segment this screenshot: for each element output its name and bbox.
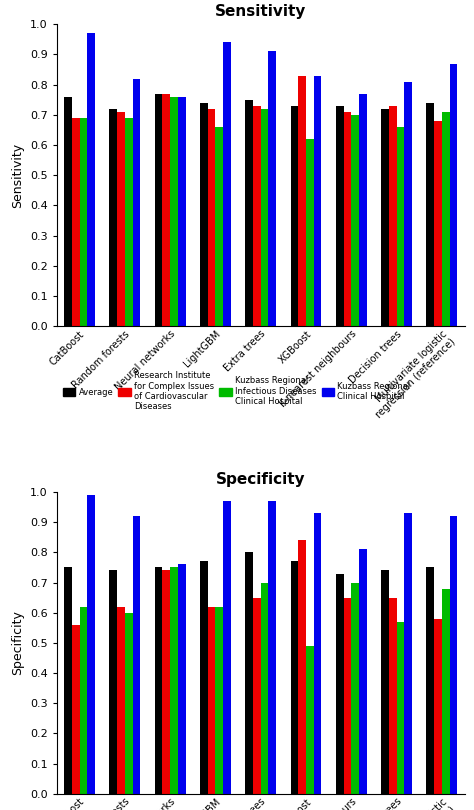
Bar [261,109,268,326]
Bar [314,75,321,326]
Bar [397,622,404,794]
Bar [117,112,125,326]
Bar [381,570,389,794]
Bar [208,109,215,326]
Bar [178,565,185,794]
Bar [314,514,321,794]
Bar [80,117,87,326]
Bar [442,589,449,794]
Bar [268,52,276,326]
Bar [215,607,223,794]
Bar [117,607,125,794]
Bar [291,106,298,326]
Bar [215,127,223,326]
Bar [442,112,449,326]
Bar [449,516,457,794]
Bar [261,582,268,794]
Bar [291,561,298,794]
Bar [434,619,442,794]
Bar [170,568,178,794]
Bar [64,568,72,794]
Bar [434,121,442,326]
Bar [72,625,80,794]
Bar [336,106,344,326]
Bar [404,514,412,794]
Bar [200,561,208,794]
Bar [298,540,306,794]
Bar [427,103,434,326]
Bar [246,552,253,794]
Bar [246,100,253,326]
Bar [351,115,359,326]
Bar [268,501,276,794]
Bar [163,570,170,794]
Bar [109,570,117,794]
Bar [178,96,185,326]
Y-axis label: Sensitivity: Sensitivity [11,143,25,207]
Bar [87,33,95,326]
Bar [381,109,389,326]
Bar [306,646,314,794]
Bar [72,117,80,326]
Legend: Average, Research Institute
for Complex Issues
of Cardiovascular
Diseases, Kuzba: Average, Research Institute for Complex … [61,369,412,413]
Bar [200,103,208,326]
Bar [298,75,306,326]
Bar [359,94,367,326]
Bar [449,63,457,326]
Bar [170,96,178,326]
Bar [253,106,261,326]
Bar [125,117,133,326]
Bar [397,127,404,326]
Bar [223,501,231,794]
Bar [253,598,261,794]
Bar [351,582,359,794]
Bar [359,549,367,794]
Y-axis label: Specificity: Specificity [11,611,25,676]
Bar [344,598,351,794]
Bar [404,82,412,326]
Bar [306,139,314,326]
Bar [125,612,133,794]
Bar [427,568,434,794]
Title: Specificity: Specificity [216,471,306,487]
Bar [336,573,344,794]
Bar [208,607,215,794]
Bar [155,568,163,794]
Bar [87,495,95,794]
Bar [389,598,397,794]
Bar [133,79,140,326]
Bar [163,94,170,326]
Bar [344,112,351,326]
Bar [109,109,117,326]
Bar [155,94,163,326]
Title: Sensitivity: Sensitivity [215,4,306,19]
Bar [223,42,231,326]
Bar [80,607,87,794]
Bar [64,96,72,326]
Bar [389,106,397,326]
Bar [133,516,140,794]
